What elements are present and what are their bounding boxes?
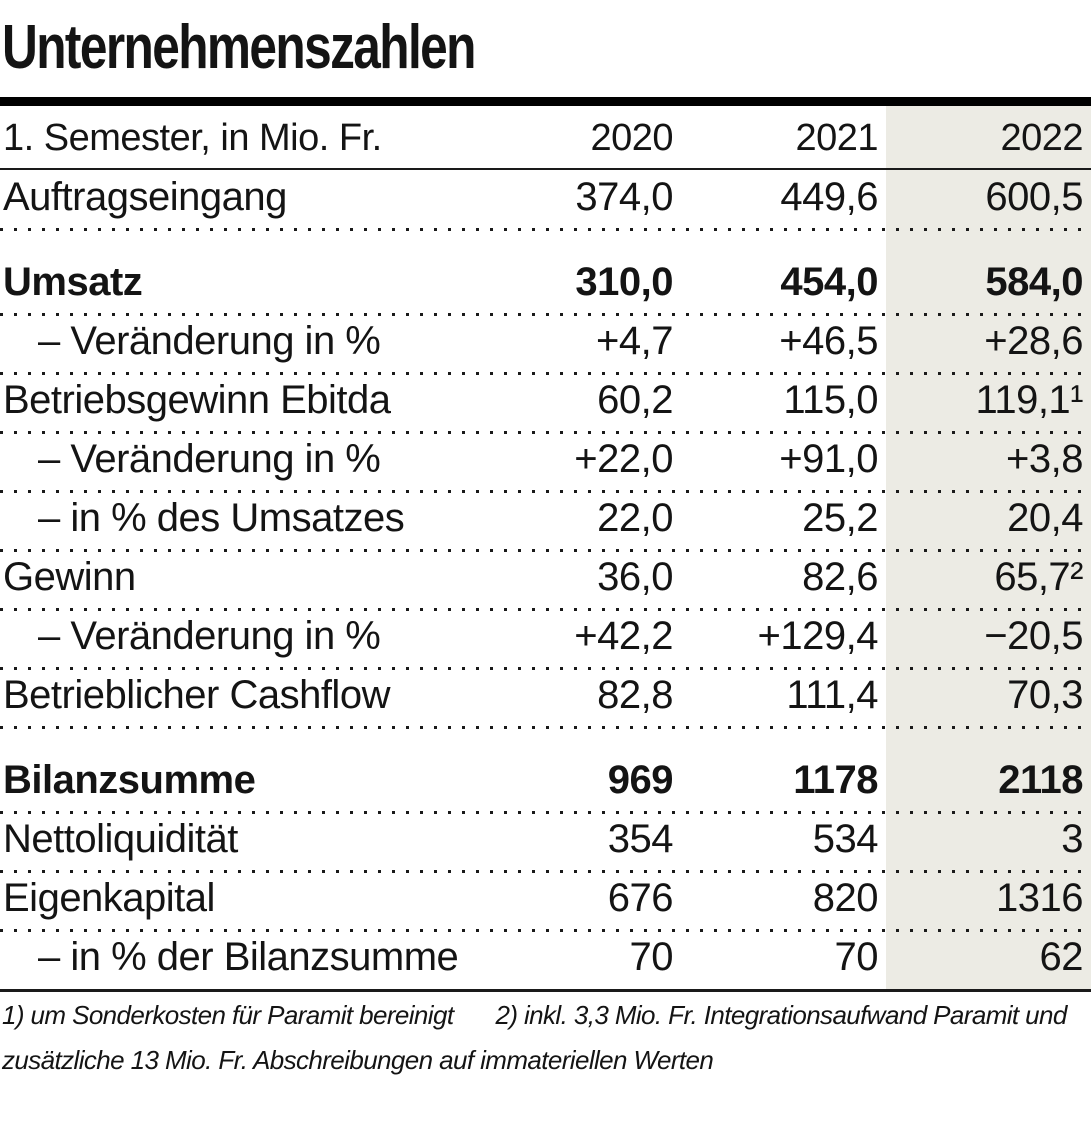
value-2022: 584,0 [985, 260, 1083, 304]
footnote-1: 1) um Sonderkosten für Paramit bereinigt [2, 1000, 454, 1030]
table-row-gewinn: Gewinn 36,0 82,6 65,7² [0, 550, 1091, 611]
value-2021: 449,6 [780, 175, 878, 219]
page-title: Unternehmenszahlen [2, 13, 476, 82]
row-label: Gewinn [3, 555, 136, 599]
value-2021: 1178 [793, 758, 878, 802]
row-label: Nettoliquidität [3, 817, 238, 861]
value-2021: 25,2 [802, 496, 878, 540]
top-rule [0, 97, 1091, 106]
footnotes: 1) um Sonderkosten für Paramit bereinigt… [2, 1000, 1089, 1076]
value-2020: +4,7 [596, 319, 673, 363]
row-label: – in % des Umsatzes [38, 496, 405, 540]
table-row-eigenkapital-in-prozent-bilanzsumme: – in % der Bilanzsumme 70 70 62 [0, 930, 1091, 989]
value-2022: 20,4 [1007, 496, 1083, 540]
row-label: Auftragseingang [3, 175, 287, 219]
value-2022: 600,5 [985, 175, 1083, 219]
value-2020: 354 [607, 817, 674, 861]
value-2021: +46,5 [779, 319, 878, 363]
value-2022: 3 [1061, 817, 1083, 861]
table-row-umsatz: Umsatz 310,0 454,0 584,0 [0, 255, 1091, 316]
table-header-row: 1. Semester, in Mio. Fr. 2020 2021 2022 [0, 106, 1091, 170]
value-2022: +3,8 [1006, 437, 1083, 481]
table-row-bilanzsumme: Bilanzsumme 969 1178 2118 [0, 753, 1091, 814]
value-2020: 82,8 [597, 673, 673, 717]
value-2022: 119,1¹ [975, 378, 1084, 422]
row-label: – Veränderung in % [38, 319, 381, 363]
footnote-2-continued: zusätzliche 13 Mio. Fr. Abschreibungen a… [2, 1045, 714, 1075]
value-2022: 65,7² [994, 555, 1083, 599]
table-subtitle: 1. Semester, in Mio. Fr. [3, 117, 382, 159]
value-2021: 70 [834, 935, 879, 979]
value-2022: 2118 [998, 758, 1083, 802]
value-2022: 62 [1039, 935, 1084, 979]
value-2021: 111,4 [786, 673, 878, 717]
value-2020: 310,0 [575, 260, 673, 304]
footnote-line-1: 1) um Sonderkosten für Paramit bereinigt… [2, 1000, 1089, 1031]
value-2020: +22,0 [574, 437, 673, 481]
table-row-gewinn-veraenderung: – Veränderung in % +42,2 +129,4 −20,5 [0, 609, 1091, 670]
row-label: – Veränderung in % [38, 437, 381, 481]
value-2021: 820 [812, 876, 879, 920]
row-label: Bilanzsumme [3, 758, 256, 802]
value-2022: 1316 [996, 876, 1083, 920]
column-header-2021: 2021 [795, 117, 878, 159]
row-label: – in % der Bilanzsumme [38, 935, 459, 979]
value-2022: +28,6 [984, 319, 1083, 363]
row-label: Eigenkapital [3, 876, 215, 920]
company-figures-table: 1. Semester, in Mio. Fr. 2020 2021 2022 … [0, 106, 1091, 992]
value-2020: +42,2 [574, 614, 673, 658]
value-2022: −20,5 [984, 614, 1083, 658]
value-2021: +129,4 [757, 614, 879, 658]
value-2022: 70,3 [1007, 673, 1083, 717]
table-row-auftragseingang: Auftragseingang 374,0 449,6 600,5 [0, 170, 1091, 231]
value-2020: 374,0 [575, 175, 673, 219]
table-row-umsatz-veraenderung: – Veränderung in % +4,7 +46,5 +28,6 [0, 314, 1091, 375]
value-2020: 36,0 [597, 555, 673, 599]
row-label: – Veränderung in % [38, 614, 381, 658]
row-label: Betrieblicher Cashflow [3, 673, 390, 717]
table-row-betrieblicher-cashflow: Betrieblicher Cashflow 82,8 111,4 70,3 [0, 668, 1091, 729]
table-row-betriebsgewinn-ebitda: Betriebsgewinn Ebitda 60,2 115,0 119,1¹ [0, 373, 1091, 434]
column-header-2022: 2022 [1000, 117, 1083, 159]
table-body: Auftragseingang 374,0 449,6 600,5 Umsatz… [0, 170, 1091, 992]
table-row-ebitda-veraenderung: – Veränderung in % +22,0 +91,0 +3,8 [0, 432, 1091, 493]
footnote-2: 2) inkl. 3,3 Mio. Fr. Integrationsaufwan… [495, 1000, 1067, 1030]
value-2021: 454,0 [780, 260, 878, 304]
value-2021: 115,0 [783, 378, 878, 422]
column-header-2020: 2020 [590, 117, 673, 159]
value-2020: 676 [607, 876, 674, 920]
value-2020: 60,2 [597, 378, 673, 422]
value-2021: +91,0 [779, 437, 878, 481]
value-2020: 969 [607, 758, 674, 802]
value-2021: 534 [812, 817, 879, 861]
row-label: Betriebsgewinn Ebitda [3, 378, 391, 422]
table-row-eigenkapital: Eigenkapital 676 820 1316 [0, 871, 1091, 932]
value-2021: 82,6 [802, 555, 878, 599]
value-2020: 22,0 [597, 496, 673, 540]
row-label: Umsatz [3, 260, 143, 304]
value-2020: 70 [629, 935, 674, 979]
table-row-ebitda-in-prozent-umsatz: – in % des Umsatzes 22,0 25,2 20,4 [0, 491, 1091, 552]
table-row-nettoliquiditaet: Nettoliquidität 354 534 3 [0, 812, 1091, 873]
